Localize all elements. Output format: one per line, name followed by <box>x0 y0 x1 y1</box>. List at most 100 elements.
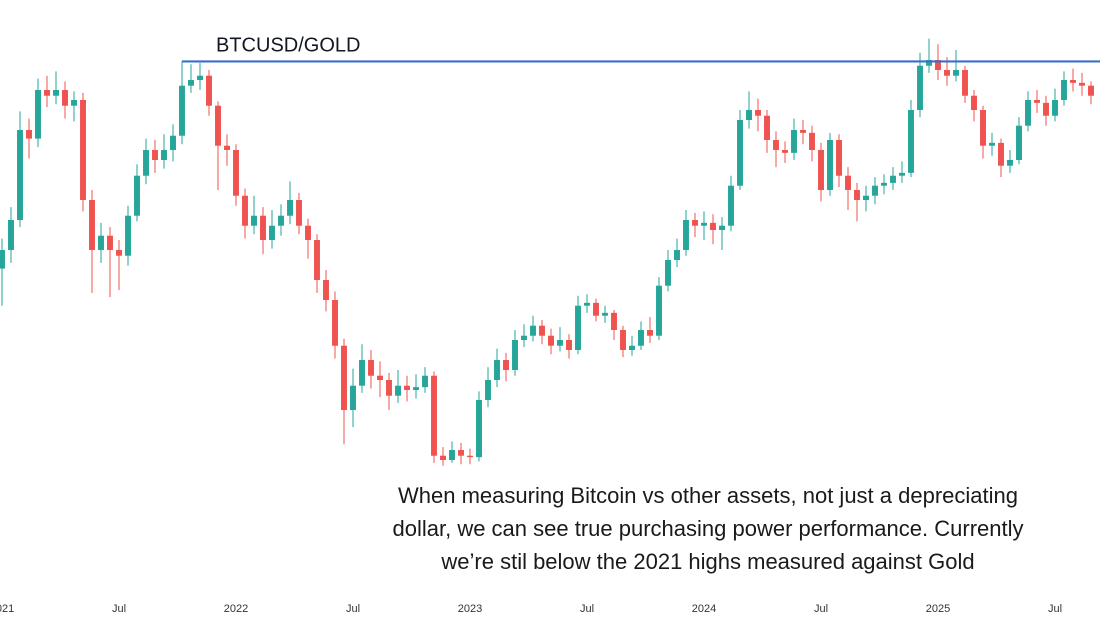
candle-body <box>1061 80 1067 100</box>
candle-body <box>710 222 716 230</box>
candle-body <box>1025 100 1031 126</box>
x-tick-label: 2025 <box>926 603 950 615</box>
candle-body <box>836 140 842 176</box>
candle-body <box>440 455 446 460</box>
candle-body <box>1016 125 1022 160</box>
candle-body <box>800 130 806 133</box>
candle-body <box>332 300 338 346</box>
candle-body <box>746 110 752 120</box>
candle-body <box>611 312 617 330</box>
candle-body <box>665 260 671 286</box>
candle-body <box>161 150 167 160</box>
candle-body <box>935 60 941 70</box>
candle-body <box>881 182 887 186</box>
candle-body <box>224 145 230 150</box>
candle-body <box>287 200 293 216</box>
candle-body <box>458 450 464 456</box>
candle-body <box>827 140 833 190</box>
candle-body <box>422 375 428 388</box>
candle-body <box>629 345 635 350</box>
candle-body <box>116 250 122 256</box>
candle-body <box>1043 102 1049 116</box>
candle-body <box>530 325 536 336</box>
candle-body <box>503 360 509 370</box>
candle-body <box>278 215 284 226</box>
candle-body <box>917 65 923 110</box>
candle-body <box>17 130 23 220</box>
candle-body <box>755 110 761 116</box>
candle-body <box>431 375 437 456</box>
candle-body <box>692 220 698 226</box>
candle-body <box>890 175 896 183</box>
x-tick-label: Jul <box>1048 603 1062 615</box>
candle-body <box>971 95 977 110</box>
candle-body <box>539 325 545 336</box>
candle-body <box>350 385 356 410</box>
x-tick-label: Jul <box>580 603 594 615</box>
candle-body <box>854 190 860 200</box>
candle-body <box>170 135 176 150</box>
candle-body <box>89 200 95 250</box>
candle-body <box>1070 80 1076 83</box>
caption-line: we’re stil below the 2021 highs measured… <box>440 549 974 574</box>
overlay: 2021 Jul 2022 Jul 2023 Jul 2024 Jul 2025 Jul BTCUS… <box>0 35 1100 615</box>
candle-body <box>8 220 14 250</box>
x-tick-label: 2021 <box>0 603 14 615</box>
candle-body <box>26 130 32 139</box>
level-label: BTCUSD/GOLD <box>216 35 360 57</box>
candle-body <box>134 175 140 216</box>
candle-body <box>206 75 212 106</box>
candle-body <box>791 130 797 153</box>
candle-body <box>809 132 815 150</box>
candle-body <box>1007 160 1013 166</box>
candle-body <box>35 90 41 139</box>
candle-body <box>926 60 932 66</box>
candle-body <box>593 302 599 316</box>
caption-line: When measuring Bitcoin vs other assets, … <box>398 483 1018 508</box>
candle-body <box>260 215 266 240</box>
candle-body <box>179 85 185 136</box>
candle-body <box>0 250 5 269</box>
candle-body <box>845 175 851 190</box>
candle-body <box>386 380 392 396</box>
candle-body <box>1079 82 1085 86</box>
caption-line: dollar, we can see true purchasing power… <box>393 516 1024 541</box>
candle-body <box>413 387 419 390</box>
candle-body <box>584 302 590 306</box>
candle-body <box>773 140 779 150</box>
candle-body <box>566 340 572 350</box>
candle-body <box>737 120 743 186</box>
candle-body <box>944 70 950 76</box>
x-tick-label: 2023 <box>458 603 482 615</box>
candle-body <box>674 250 680 260</box>
candle-body <box>395 385 401 396</box>
candle-body <box>296 200 302 226</box>
candle-body <box>359 360 365 386</box>
candle-body <box>449 450 455 460</box>
candle-body <box>656 285 662 336</box>
candle-body <box>368 360 374 376</box>
candle-body <box>1088 85 1094 96</box>
candle-body <box>377 375 383 380</box>
candle-body <box>323 280 329 300</box>
candle-body <box>620 330 626 350</box>
candle-body <box>305 225 311 240</box>
candle-body <box>233 150 239 196</box>
candle-body <box>314 240 320 280</box>
candle-body <box>485 380 491 400</box>
candle-body <box>899 172 905 176</box>
candle-body <box>602 312 608 316</box>
candle-body <box>53 90 59 96</box>
candle-body <box>980 110 986 146</box>
candle-body <box>989 142 995 146</box>
candle-body <box>188 80 194 86</box>
candle-body <box>701 222 707 226</box>
candle-body <box>1034 100 1040 103</box>
candle-body <box>782 150 788 153</box>
candle-body <box>44 90 50 96</box>
candle-body <box>953 70 959 76</box>
candle-body <box>215 105 221 146</box>
candle-body <box>476 400 482 458</box>
candle-body <box>575 305 581 350</box>
